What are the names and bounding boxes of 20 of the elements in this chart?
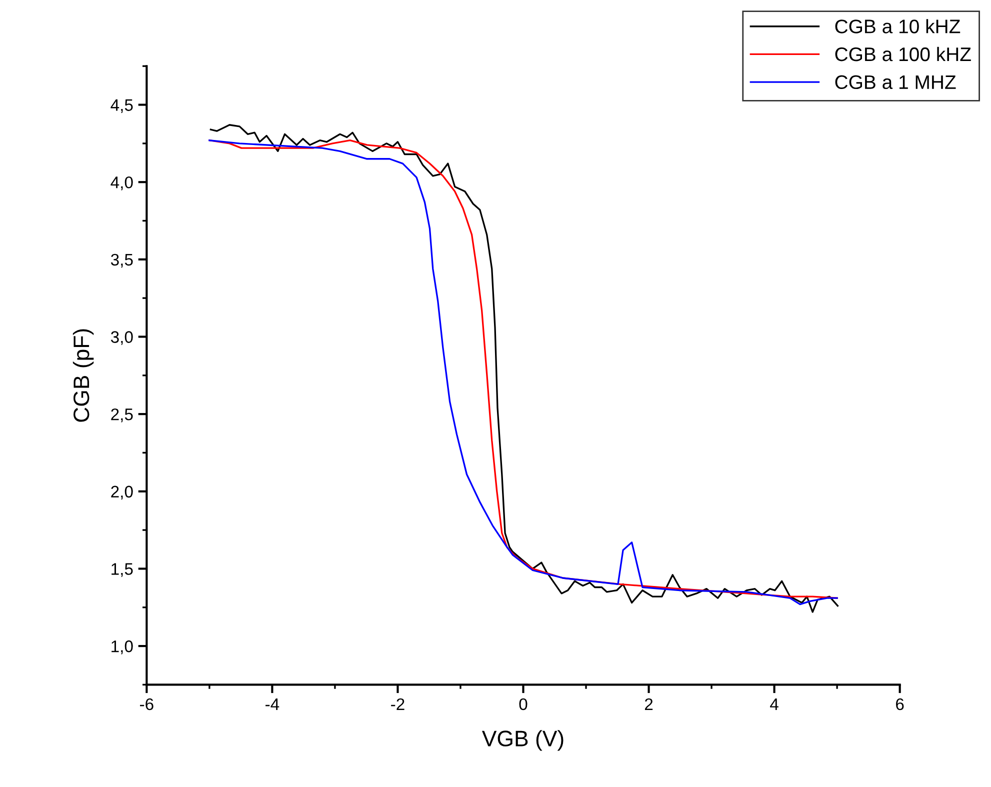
legend-label: CGB a 1 MHZ <box>835 75 956 90</box>
x-tick-label: 0 <box>519 698 528 710</box>
x-tick-label: 2 <box>644 698 653 710</box>
y-tick-label: 2,0 <box>111 486 133 500</box>
y-tick-label: 1,5 <box>112 563 133 577</box>
x-tick-label: -6 <box>140 698 154 710</box>
y-tick-label: 2,5 <box>111 408 133 422</box>
y-tick-label: 4,0 <box>110 176 133 190</box>
x-tick-label: 6 <box>896 698 904 710</box>
legend-label: CGB a 10 kHZ <box>835 19 960 34</box>
x-axis-title: VGB (V) <box>482 730 564 751</box>
y-tick-label: 3,0 <box>110 331 133 345</box>
y-axis-title: CGB (pF) <box>72 329 94 422</box>
x-tick-label: -4 <box>266 698 280 710</box>
x-tick-label: 4 <box>770 698 778 710</box>
legend-label: CGB a 100 kHZ <box>835 46 971 62</box>
x-tick-label: -2 <box>391 698 404 710</box>
y-tick-label: 4,5 <box>110 99 133 113</box>
y-tick-label: 3,5 <box>110 254 133 268</box>
y-tick-label: 1,0 <box>112 640 133 654</box>
